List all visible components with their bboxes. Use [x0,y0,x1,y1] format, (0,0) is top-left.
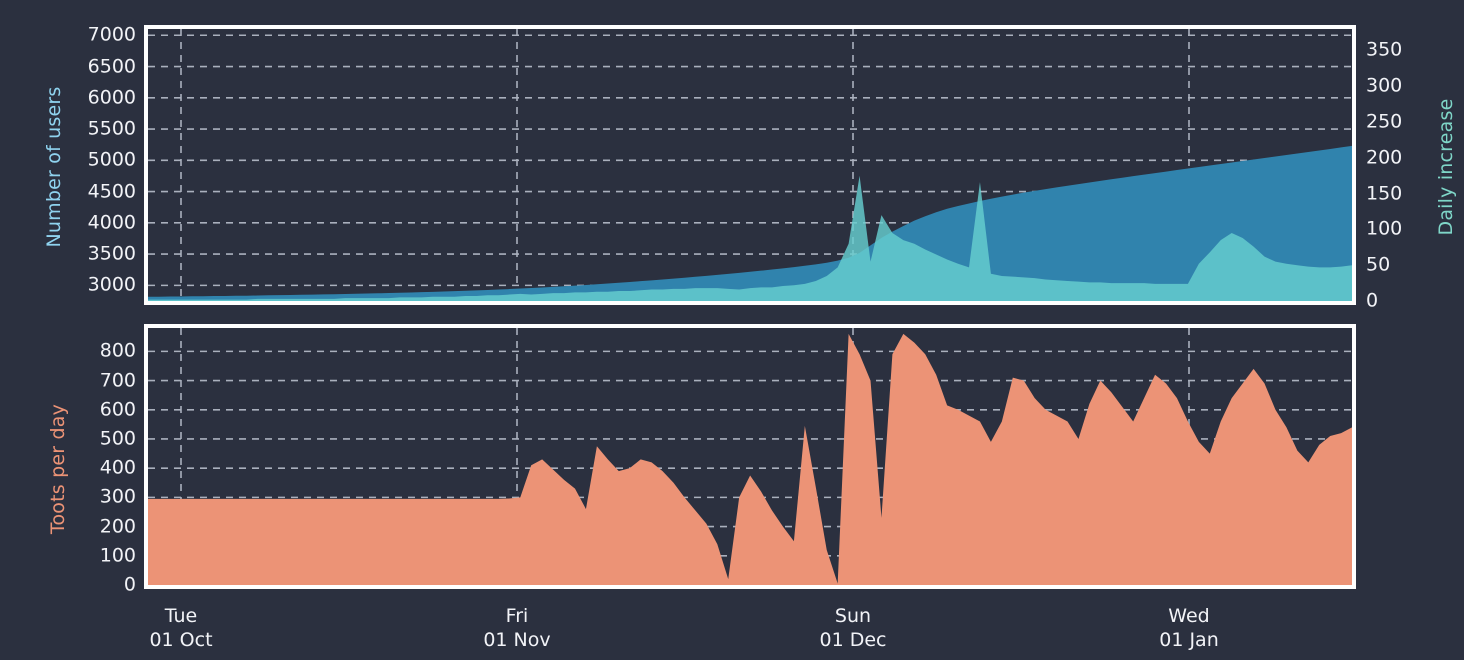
axis-tick-label: 200 [1366,148,1402,167]
x-axis-date: 01 Jan [1159,628,1219,652]
axis-tick-label: 350 [1366,41,1402,60]
toots-area-chart [148,328,1352,585]
x-axis-weekday: Wed [1168,605,1209,627]
x-axis-tick-label: Wed01 Jan [1159,604,1219,653]
x-axis-tick-label: Tue01 Oct [149,604,212,653]
x-axis-date: 01 Dec [820,628,887,652]
axis-tick-label: 100 [1366,220,1402,239]
axis-tick-label: 300 [1366,77,1402,96]
axis-tick-label: 0 [124,576,136,595]
axis-title-daily-increase: Daily increase [1435,67,1457,267]
axis-tick-label: 4000 [88,213,136,232]
axis-tick-label: 4500 [88,182,136,201]
axis-tick-label: 600 [100,400,136,419]
x-axis-weekday: Tue [165,605,197,627]
axis-tick-label: 7000 [88,26,136,45]
axis-tick-label: 3500 [88,245,136,264]
plot-area-toots [148,328,1352,585]
axis-tick-label: 50 [1366,256,1390,275]
axis-title-number-of-users: Number of users [43,67,65,267]
axis-tick-label: 6500 [88,57,136,76]
users-area-chart [148,29,1352,301]
axis-tick-label: 300 [100,488,136,507]
axis-tick-label: 400 [100,459,136,478]
axis-tick-label: 500 [100,429,136,448]
axis-tick-label: 700 [100,371,136,390]
axis-tick-label: 250 [1366,113,1402,132]
x-axis-weekday: Fri [506,605,529,627]
axis-tick-label: 100 [100,546,136,565]
chart-panel-toots [144,324,1356,589]
axis-tick-label: 6000 [88,88,136,107]
axis-tick-label: 150 [1366,184,1402,203]
axis-tick-label: 200 [100,517,136,536]
x-axis-date: 01 Nov [483,628,550,652]
x-axis-date: 01 Oct [149,628,212,652]
axis-tick-label: 5000 [88,151,136,170]
axis-title-toots-per-day: Toots per day [47,369,69,569]
axis-tick-label: 5500 [88,120,136,139]
plot-area-users [148,29,1352,301]
axis-tick-label: 800 [100,342,136,361]
x-axis-tick-label: Sun01 Dec [820,604,887,653]
axis-tick-label: 3000 [88,276,136,295]
x-axis-tick-label: Fri01 Nov [483,604,550,653]
axis-tick-label: 0 [1366,292,1378,311]
x-axis-weekday: Sun [835,605,871,627]
chart-panel-users [144,25,1356,305]
